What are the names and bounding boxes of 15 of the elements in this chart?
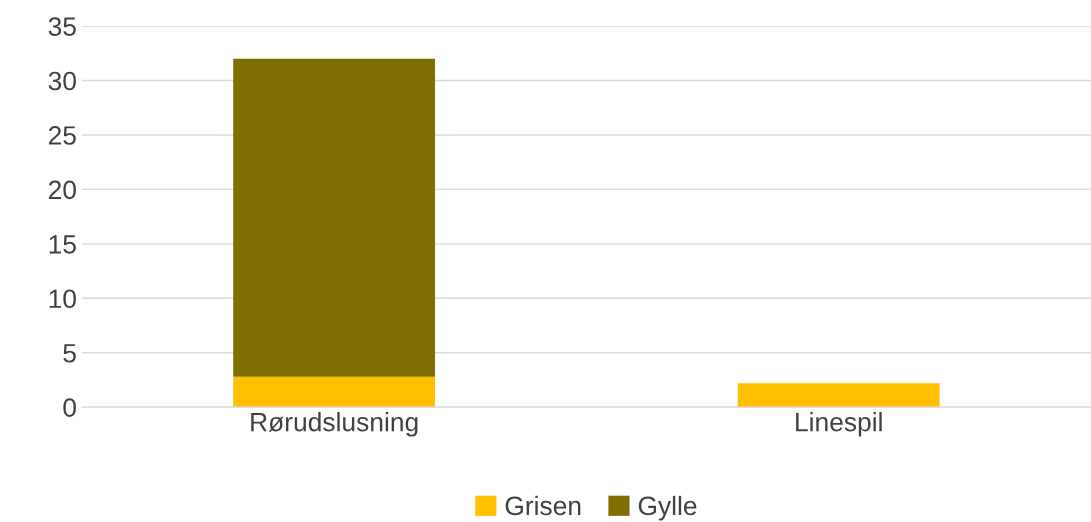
bar (233, 58, 436, 377)
legend-label: Gylle (638, 495, 697, 521)
y-tick-label: 15 (49, 235, 76, 254)
x-tick-label: Linespil (796, 412, 882, 437)
y-tick-label: 5 (63, 344, 76, 363)
legend-label: Grisen (505, 495, 581, 516)
bar (233, 376, 436, 408)
y-tick-label: 30 (48, 71, 76, 91)
y-tick-label: 0 (63, 398, 76, 417)
y-tick-label: 20 (48, 180, 76, 200)
y-tick-label: 35 (48, 17, 76, 36)
y-tick-label: 25 (48, 126, 76, 145)
x-tick-label: Rørudslusning (251, 412, 418, 437)
y-tick-label: 10 (49, 289, 76, 309)
bar (737, 383, 940, 408)
